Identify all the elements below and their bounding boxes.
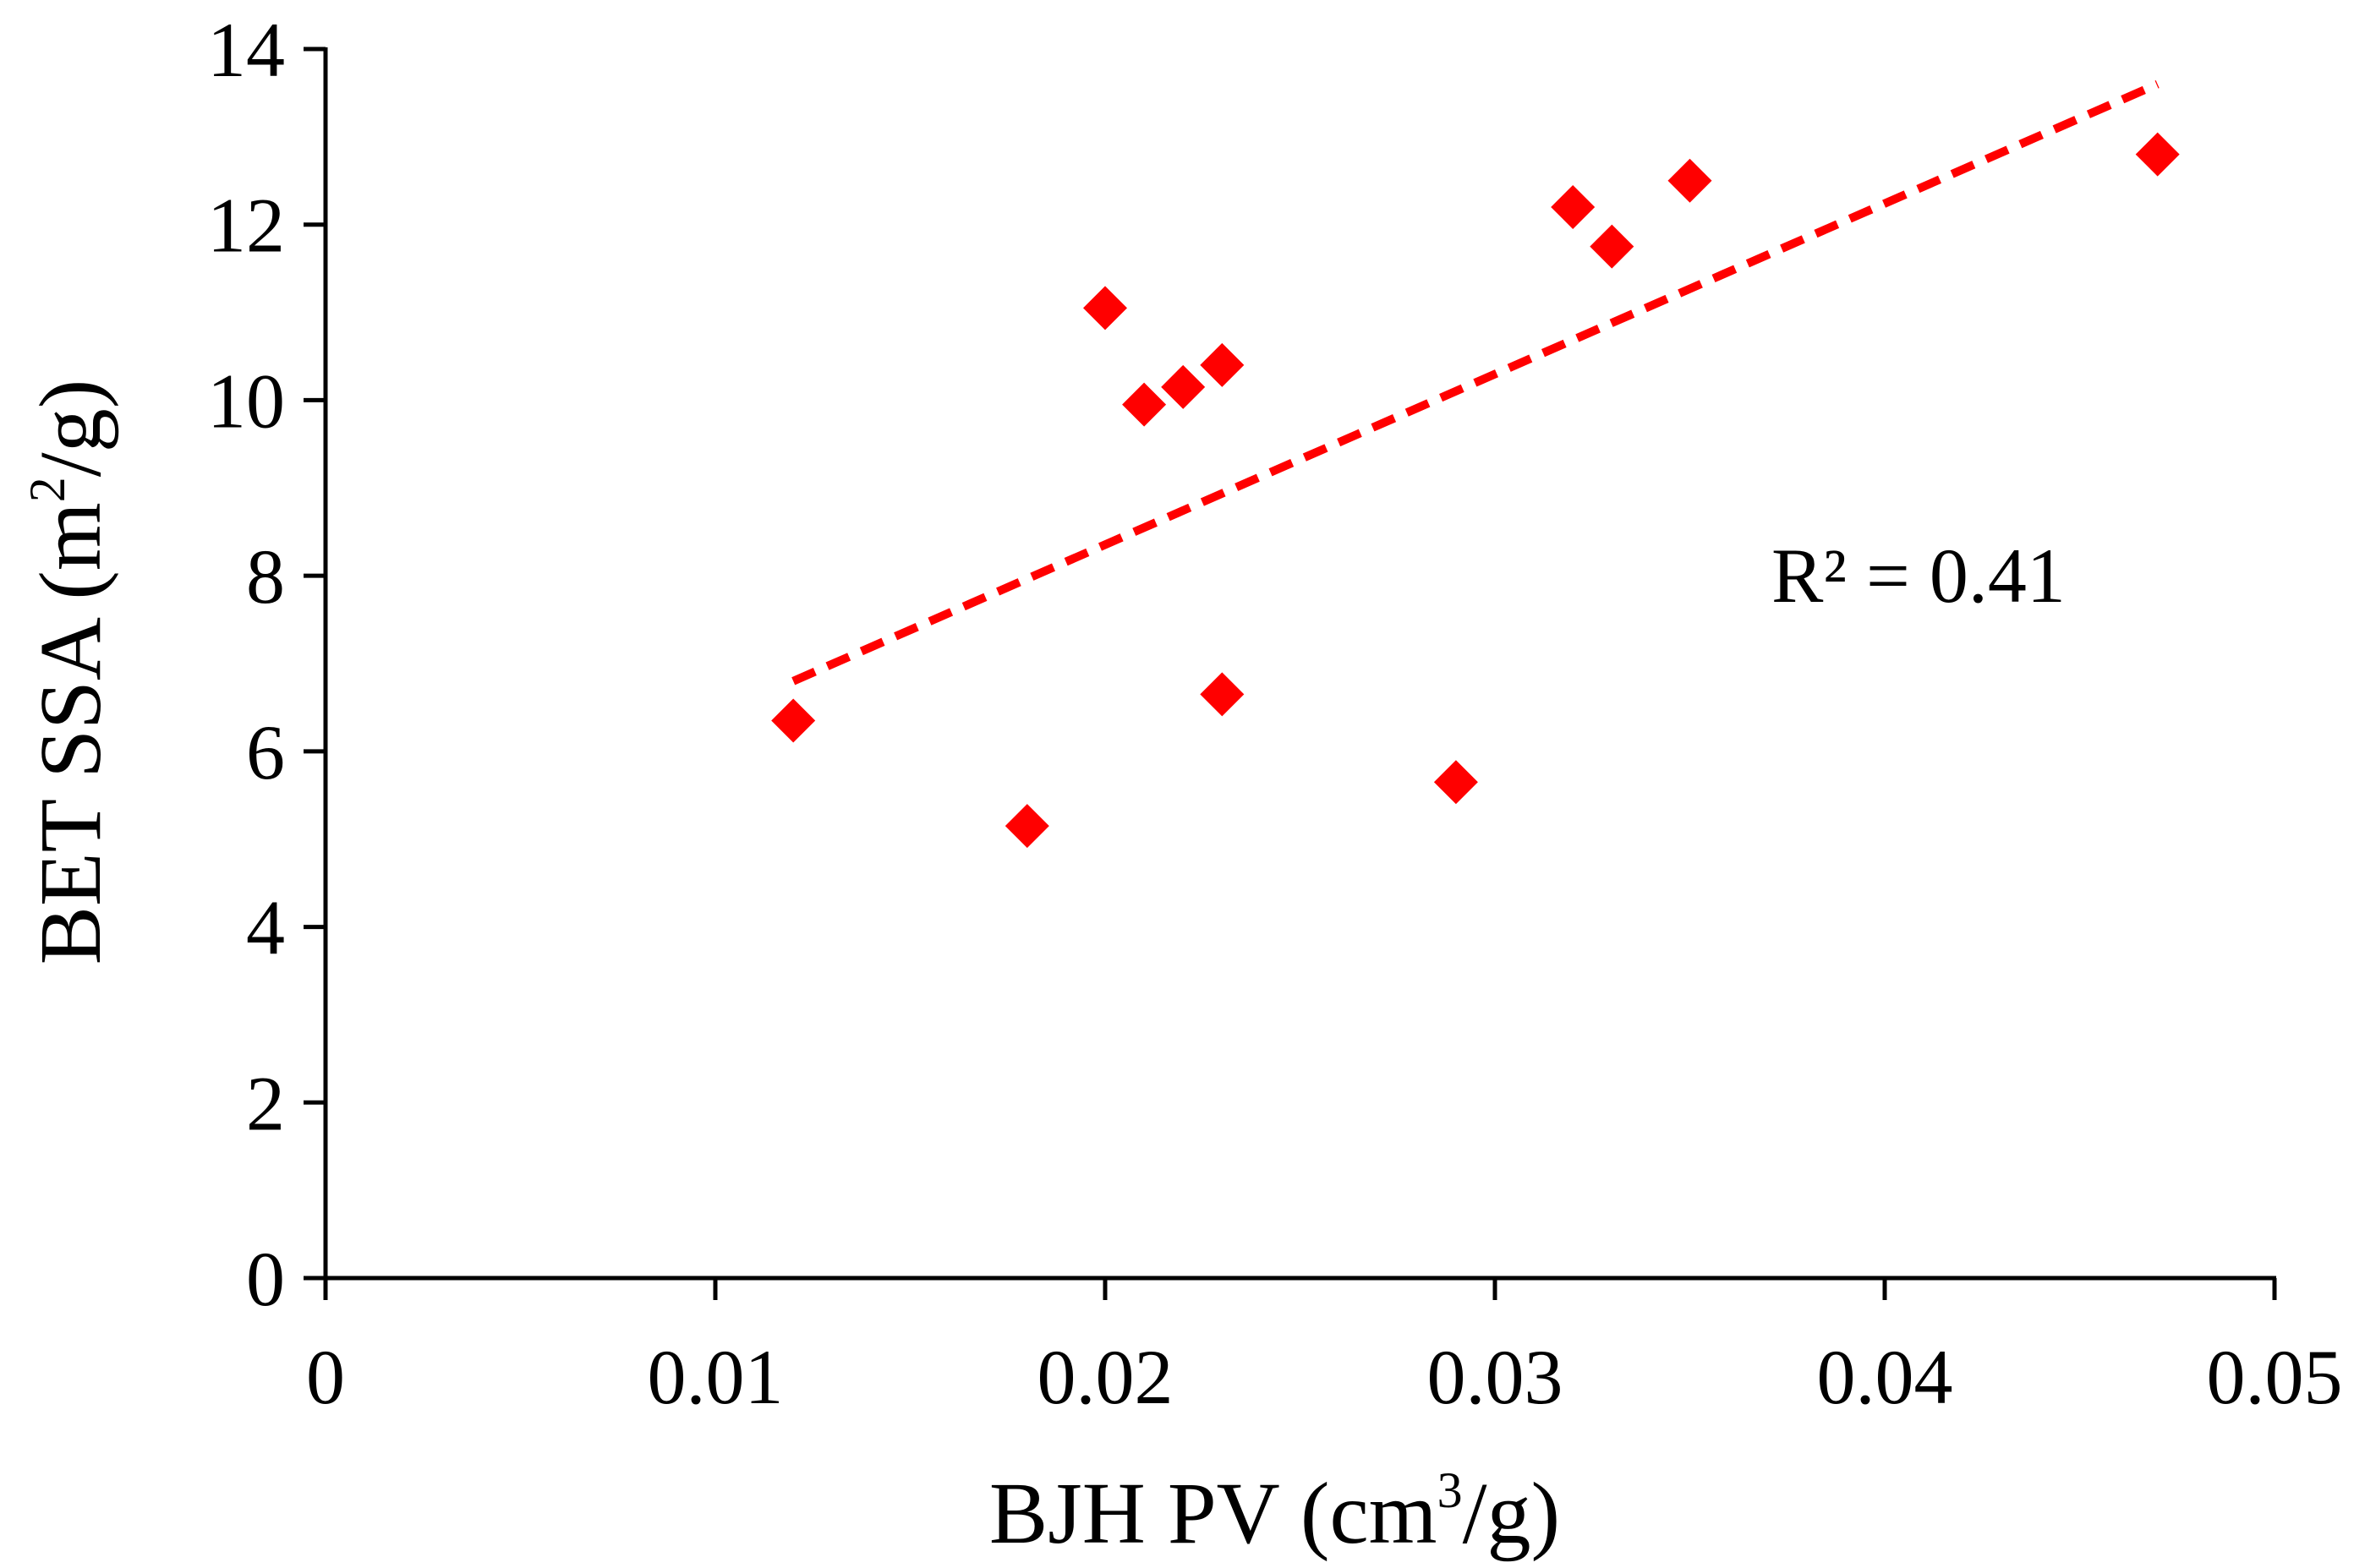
data-point [1083, 286, 1127, 331]
data-point [1161, 364, 1206, 409]
x-tick-label: 0.05 [2207, 1334, 2343, 1420]
data-point [1200, 672, 1245, 717]
y-tick-label: 6 [246, 709, 285, 795]
data-point [1200, 342, 1245, 387]
y-tick-label: 0 [246, 1236, 285, 1322]
data-point [1590, 224, 1634, 269]
x-axis-title: BJH PV (cm3/g) [989, 1462, 1560, 1562]
axes [323, 47, 2276, 1281]
y-ticks: 0 2 4 6 8 10 12 14 [207, 7, 326, 1322]
trendline [791, 79, 2160, 686]
y-axis-title-post: /g) [22, 380, 119, 478]
data-points-layer [771, 132, 2180, 849]
y-tick-label: 8 [246, 533, 285, 620]
x-axis-title-post: /g) [1463, 1465, 1561, 1562]
data-point [771, 698, 816, 743]
data-point [1433, 760, 1478, 805]
x-tick-label: 0.04 [1817, 1334, 1953, 1420]
x-axis-title-sup: 3 [1437, 1462, 1463, 1518]
x-tick-label: 0.01 [648, 1334, 784, 1420]
y-tick-label: 10 [207, 358, 285, 444]
data-point [1122, 382, 1167, 427]
y-tick-label: 14 [207, 7, 285, 93]
y-axis-title-sup: 2 [19, 477, 75, 502]
y-tick-label: 4 [246, 885, 285, 971]
x-tick-label: 0 [306, 1334, 345, 1420]
x-tick-label: 0.02 [1037, 1334, 1174, 1420]
data-point [1551, 184, 1596, 229]
data-point [1667, 158, 1712, 203]
y-axis-title-pre: BET SSA (m [22, 502, 119, 964]
y-tick-label: 12 [207, 183, 285, 269]
data-point [2135, 132, 2180, 177]
x-tick-label: 0.03 [1427, 1334, 1563, 1420]
y-axis-title: BET SSA (m2/g) [19, 380, 119, 965]
trendline-layer [791, 79, 2160, 686]
x-ticks: 0 0.01 0.02 0.03 0.04 0.05 [306, 1278, 2343, 1420]
x-axis-title-pre: BJH PV (cm [989, 1465, 1437, 1562]
y-tick-label: 2 [246, 1060, 285, 1146]
data-point [1005, 804, 1049, 849]
r-squared-annotation: R² = 0.41 [1771, 533, 2066, 619]
